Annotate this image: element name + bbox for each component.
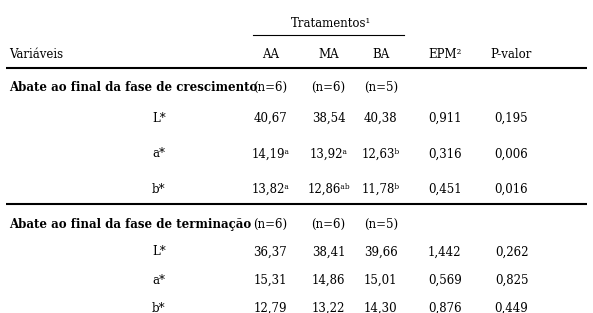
Text: 13,22: 13,22 xyxy=(312,302,345,313)
Text: 0,016: 0,016 xyxy=(495,182,528,196)
Text: (n=5): (n=5) xyxy=(364,218,398,231)
Text: (n=6): (n=6) xyxy=(253,218,288,231)
Text: 0,569: 0,569 xyxy=(428,274,461,287)
Text: 15,01: 15,01 xyxy=(364,274,397,287)
Text: 0,825: 0,825 xyxy=(495,274,528,287)
Text: 15,31: 15,31 xyxy=(254,274,287,287)
Text: 14,19ᵃ: 14,19ᵃ xyxy=(251,147,289,160)
Text: (n=6): (n=6) xyxy=(311,218,346,231)
Text: b*: b* xyxy=(152,302,166,313)
Text: Variáveis: Variáveis xyxy=(9,48,63,61)
Text: (n=6): (n=6) xyxy=(253,81,288,94)
Text: 38,54: 38,54 xyxy=(312,112,345,125)
Text: 0,316: 0,316 xyxy=(428,147,461,160)
Text: 14,30: 14,30 xyxy=(364,302,397,313)
Text: 13,92ᵃ: 13,92ᵃ xyxy=(310,147,347,160)
Text: 12,79: 12,79 xyxy=(254,302,287,313)
Text: 13,82ᵃ: 13,82ᵃ xyxy=(251,182,289,196)
Text: Tratamentos¹: Tratamentos¹ xyxy=(291,17,371,30)
Text: EPM²: EPM² xyxy=(428,48,461,61)
Text: 0,451: 0,451 xyxy=(428,182,461,196)
Text: L*: L* xyxy=(152,112,166,125)
Text: L*: L* xyxy=(152,245,166,259)
Text: 39,66: 39,66 xyxy=(364,245,398,259)
Text: (n=5): (n=5) xyxy=(364,81,398,94)
Text: Abate ao final da fase de terminação: Abate ao final da fase de terminação xyxy=(9,218,251,231)
Text: BA: BA xyxy=(372,48,390,61)
Text: 12,86ᵃᵇ: 12,86ᵃᵇ xyxy=(307,182,350,196)
Text: 0,449: 0,449 xyxy=(495,302,528,313)
Text: 38,41: 38,41 xyxy=(312,245,345,259)
Text: MA: MA xyxy=(318,48,339,61)
Text: 40,38: 40,38 xyxy=(364,112,397,125)
Text: 0,006: 0,006 xyxy=(495,147,528,160)
Text: 40,67: 40,67 xyxy=(253,112,287,125)
Text: b*: b* xyxy=(152,182,166,196)
Text: 14,86: 14,86 xyxy=(312,274,345,287)
Text: 1,442: 1,442 xyxy=(428,245,461,259)
Text: 0,195: 0,195 xyxy=(495,112,528,125)
Text: 0,262: 0,262 xyxy=(495,245,528,259)
Text: 11,78ᵇ: 11,78ᵇ xyxy=(362,182,400,196)
Text: (n=6): (n=6) xyxy=(311,81,346,94)
Text: a*: a* xyxy=(153,147,166,160)
Text: AA: AA xyxy=(262,48,279,61)
Text: 12,63ᵇ: 12,63ᵇ xyxy=(362,147,400,160)
Text: Abate ao final da fase de crescimento: Abate ao final da fase de crescimento xyxy=(9,81,257,94)
Text: 0,876: 0,876 xyxy=(428,302,461,313)
Text: a*: a* xyxy=(153,274,166,287)
Text: P-valor: P-valor xyxy=(491,48,532,61)
Text: 0,911: 0,911 xyxy=(428,112,461,125)
Text: 36,37: 36,37 xyxy=(253,245,287,259)
